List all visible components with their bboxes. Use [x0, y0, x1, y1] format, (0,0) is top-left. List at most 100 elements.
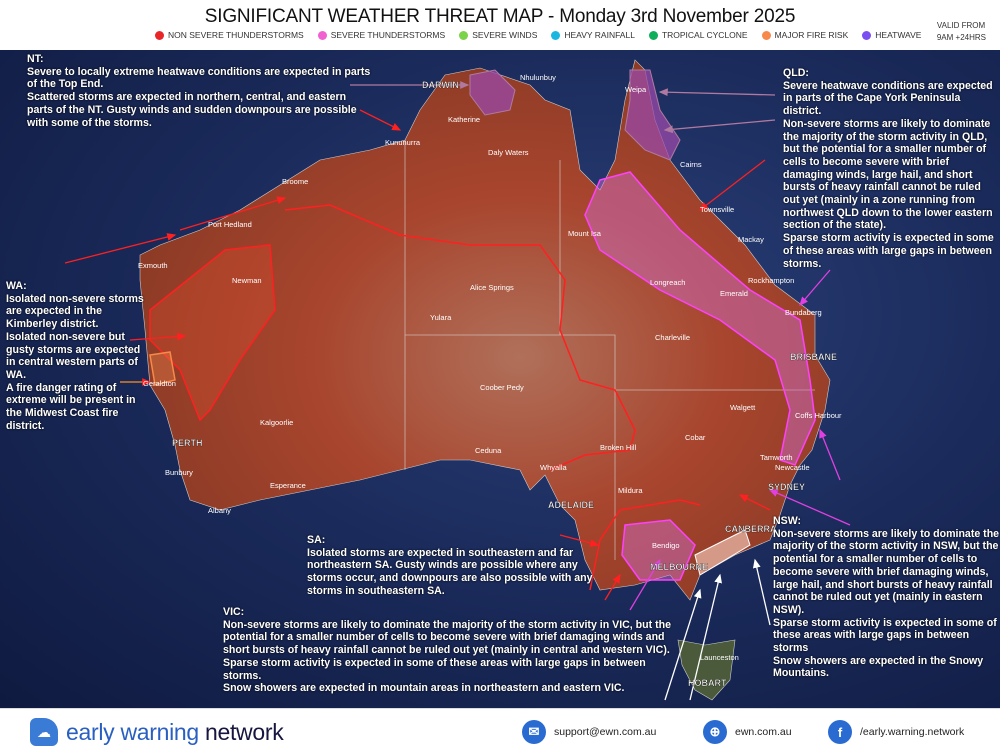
nsw-line: Non-severe storms are likely to dominate…	[773, 527, 1000, 616]
tasmania-landmass	[677, 639, 736, 701]
website-link[interactable]: ewn.com.au	[735, 726, 792, 738]
nsw-line: Sparse storm activity is expected in som…	[773, 616, 997, 655]
legend-label: HEATWAVE	[875, 30, 922, 40]
valid-period-value: 9AM +24HRS	[936, 33, 986, 42]
place-darwin: DARWIN	[422, 80, 459, 90]
place-kalgoorlie: Kalgoorlie	[260, 418, 293, 427]
qld-heading: QLD:	[783, 67, 809, 79]
place-exmouth: Exmouth	[138, 261, 168, 270]
place-albany: Albany	[208, 506, 231, 515]
wa-heading: WA:	[6, 280, 27, 292]
severe-storm-area-qld	[584, 171, 816, 466]
place-broome: Broome	[282, 177, 308, 186]
place-daly-waters: Daly Waters	[488, 148, 529, 157]
legend-item-non-severe: NON SEVERE THUNDERSTORMS	[155, 30, 304, 40]
email-link[interactable]: support@ewn.com.au	[554, 726, 657, 738]
vic-line: Sparse storm activity is expected in som…	[223, 656, 646, 682]
ewn-logo: ☁ early warning network	[30, 718, 284, 746]
sa-forecast-note: SA: Isolated storms are expected in sout…	[307, 534, 597, 598]
legend-label: TROPICAL CYCLONE	[661, 30, 748, 40]
place-cobar: Cobar	[685, 433, 706, 442]
brand-bold: network	[204, 718, 284, 745]
place-broken-hill: Broken Hill	[600, 443, 637, 452]
place-longreach: Longreach	[650, 278, 685, 287]
orange-dot-icon	[761, 30, 771, 40]
place-kununurra: Kununurra	[385, 138, 421, 147]
valid-period: VALID FROM 9AM +24HRS	[937, 20, 986, 44]
place-whyalla: Whyalla	[540, 463, 568, 472]
place-mount-isa: Mount Isa	[568, 229, 602, 238]
nsw-line: Snow showers are expected in the Snowy M…	[773, 654, 984, 680]
place-brisbane: BRISBANE	[790, 352, 837, 362]
place-canberra: CANBERRA	[725, 524, 777, 534]
website-contact[interactable]: ⊕ ewn.com.au	[703, 720, 792, 744]
place-rockhampton: Rockhampton	[748, 276, 794, 285]
wa-line: A fire danger rating of extreme will be …	[6, 381, 136, 432]
place-mackay: Mackay	[738, 235, 764, 244]
place-newman: Newman	[232, 276, 262, 285]
wa-line: Isolated non-severe but gusty storms are…	[6, 330, 141, 381]
valid-from-label: VALID FROM	[936, 21, 986, 30]
qld-line: Non-severe storms are likely to dominate…	[783, 117, 993, 232]
place-yulara: Yulara	[430, 313, 452, 322]
legend-item-severe: SEVERE THUNDERSTORMS	[317, 30, 445, 40]
legend-item-cyclone: TROPICAL CYCLONE	[648, 30, 748, 40]
place-walgett: Walgett	[730, 403, 756, 412]
map-svg: DARWIN Nhulunbuy Weipa Katherine Kununur…	[64, 59, 851, 701]
facebook-link[interactable]: /early.warning.network	[860, 726, 965, 738]
qld-line: Severe heatwave conditions are expected …	[783, 79, 993, 118]
qld-line: Sparse storm activity is expected in som…	[783, 232, 994, 270]
qld-forecast-note: QLD: Severe heatwave conditions are expe…	[783, 67, 1000, 270]
place-bunbury: Bunbury	[165, 468, 193, 477]
legend-item-winds: SEVERE WINDS	[459, 30, 537, 40]
vic-forecast-note: VIC: Non-severe storms are likely to dom…	[223, 606, 673, 695]
legend-item-heatwave: HEATWAVE	[862, 30, 921, 40]
green-dot-icon	[459, 30, 469, 40]
state-borders	[404, 140, 815, 560]
wa-forecast-note: WA: Isolated non-severe storms are expec…	[6, 280, 146, 432]
vic-line: Snow showers are expected in mountain ar…	[223, 682, 625, 695]
australia-landmass	[139, 59, 831, 601]
page-title: SIGNIFICANT WEATHER THREAT MAP - Monday …	[204, 6, 796, 27]
place-ceduna: Ceduna	[475, 446, 502, 455]
globe-icon: ⊕	[703, 720, 727, 744]
place-nhulunbuy: Nhulunbuy	[520, 73, 556, 82]
place-charleville: Charleville	[655, 333, 690, 342]
cloud-rain-icon: ☁	[30, 718, 58, 746]
place-sydney: SYDNEY	[768, 482, 805, 492]
place-labels: DARWIN Nhulunbuy Weipa Katherine Kununur…	[138, 73, 842, 688]
place-geraldton: Geraldton	[143, 379, 176, 388]
wa-line: Isolated non-severe storms are expected …	[6, 292, 144, 331]
email-contact[interactable]: ✉ support@ewn.com.au	[522, 720, 656, 744]
legend: NON SEVERE THUNDERSTORMS SEVERE THUNDERS…	[155, 30, 921, 40]
place-perth: PERTH	[172, 438, 203, 448]
nsw-forecast-note: NSW: Non-severe storms are likely to dom…	[773, 515, 1000, 680]
storm-boundary-north	[284, 204, 636, 471]
place-weipa: Weipa	[625, 85, 647, 94]
place-emerald: Emerald	[720, 289, 748, 298]
brand-light: early warning	[66, 718, 199, 745]
brand-name: early warning network	[66, 718, 284, 746]
place-alice-springs: Alice Springs	[470, 283, 514, 292]
place-esperance: Esperance	[270, 481, 306, 490]
place-townsville: Townsville	[700, 205, 734, 214]
vic-heading: VIC:	[223, 606, 245, 618]
legend-item-rainfall: HEAVY RAINFALL	[551, 30, 635, 40]
header: SIGNIFICANT WEATHER THREAT MAP - Monday …	[0, 0, 1000, 50]
legend-item-fire: MAJOR FIRE RISK	[761, 30, 849, 40]
place-bundaberg: Bundaberg	[785, 308, 822, 317]
legend-label: MAJOR FIRE RISK	[774, 30, 849, 40]
threat-arrows	[64, 81, 851, 701]
red-dot-icon	[155, 30, 164, 40]
facebook-contact[interactable]: f /early.warning.network	[828, 720, 964, 744]
severe-storm-area-vic	[621, 519, 696, 581]
storm-boundary-south	[589, 499, 701, 591]
footer: ☁ early warning network ✉ support@ewn.co…	[0, 708, 1000, 753]
blue-dot-icon	[551, 30, 561, 40]
place-launceston: Launceston	[700, 653, 739, 662]
place-port-hedland: Port Hedland	[208, 220, 252, 229]
place-melbourne: MELBOURNE	[650, 562, 708, 572]
snow-area	[694, 529, 751, 576]
nt-forecast-note: NT: Severe to locally extreme heatwave c…	[27, 53, 372, 129]
threat-map: DARWIN Nhulunbuy Weipa Katherine Kununur…	[0, 50, 1000, 708]
